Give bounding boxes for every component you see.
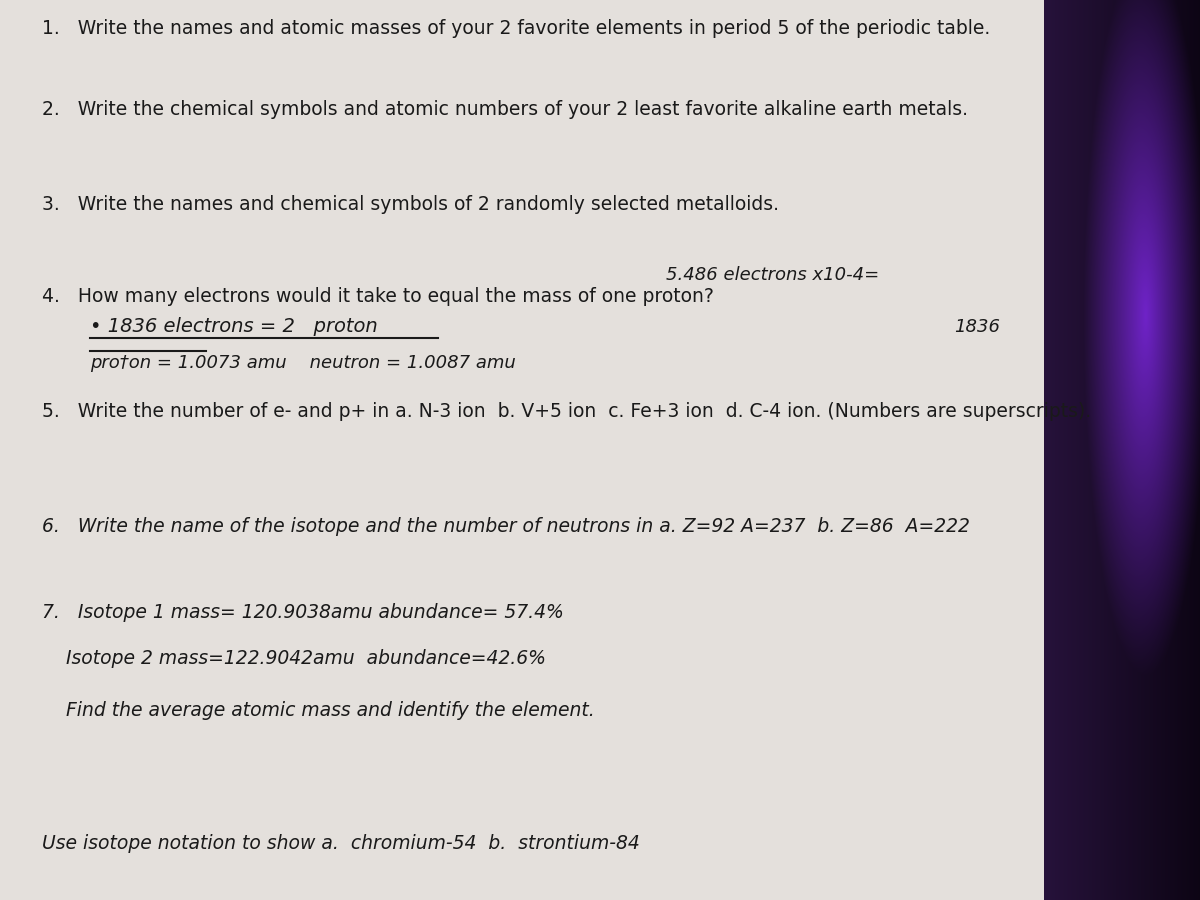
Text: 5.   Write the number of e- and p+ in a. N-3 ion  b. V+5 ion  c. Fe+3 ion  d. C-: 5. Write the number of e- and p+ in a. N…: [42, 401, 1091, 421]
Text: 2.   Write the chemical symbols and atomic numbers of your 2 least favorite alka: 2. Write the chemical symbols and atomic…: [42, 100, 968, 120]
Text: Isotope 2 mass=122.9042amu  abundance=42.6%: Isotope 2 mass=122.9042amu abundance=42.…: [66, 649, 546, 669]
Text: 1836: 1836: [954, 318, 1000, 336]
Text: Find the average atomic mass and identify the element.: Find the average atomic mass and identif…: [66, 701, 595, 721]
Text: • 1836 electrons = 2   proton: • 1836 electrons = 2 proton: [90, 317, 378, 337]
Text: 6.   Write the name of the isotope and the number of neutrons in a. Z=92 A=237  : 6. Write the name of the isotope and the…: [42, 517, 970, 536]
FancyBboxPatch shape: [0, 0, 1044, 900]
Text: 7.   Isotope 1 mass= 120.9038amu abundance= 57.4%: 7. Isotope 1 mass= 120.9038amu abundance…: [42, 602, 564, 622]
Text: 3.   Write the names and chemical symbols of 2 randomly selected metalloids.: 3. Write the names and chemical symbols …: [42, 194, 779, 214]
Text: Use isotope notation to show a.  chromium-54  b.  strontium-84: Use isotope notation to show a. chromium…: [42, 833, 640, 853]
Text: pro†on = 1.0073 amu    neutron = 1.0087 amu: pro†on = 1.0073 amu neutron = 1.0087 amu: [90, 354, 516, 372]
Text: 4.   How many electrons would it take to equal the mass of one proton?: 4. How many electrons would it take to e…: [42, 287, 714, 307]
Text: 1.   Write the names and atomic masses of your 2 favorite elements in period 5 o: 1. Write the names and atomic masses of …: [42, 19, 990, 39]
Text: 5.486 electrons x10-4=: 5.486 electrons x10-4=: [666, 266, 880, 284]
